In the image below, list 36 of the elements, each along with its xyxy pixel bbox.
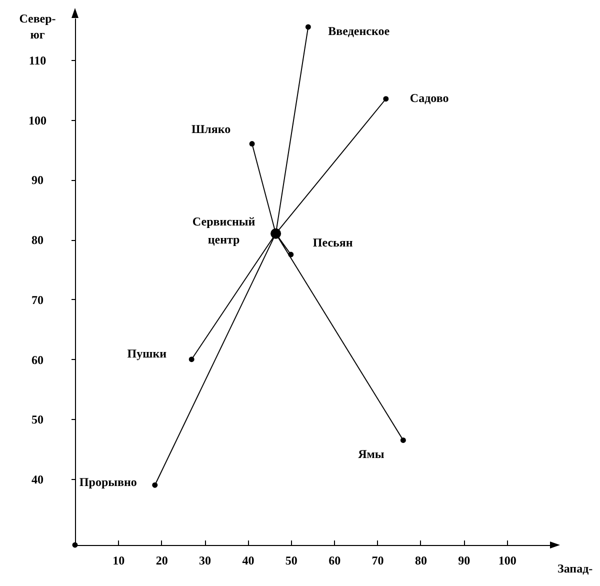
x-tick-label: 30 <box>199 554 212 568</box>
y-tick-label: 110 <box>28 53 46 68</box>
x-tick-label: 40 <box>242 554 254 568</box>
annotation: Введенское <box>328 24 390 38</box>
annotation: Прорывно <box>79 475 137 490</box>
point <box>288 252 294 258</box>
y-tick-label: 100 <box>28 113 46 128</box>
annotation: Пушки <box>127 346 167 360</box>
point <box>72 542 78 548</box>
x-tick-label: 70 <box>372 554 384 568</box>
y-axis-title: Север-юг <box>19 12 56 42</box>
y-tick-label: 80 <box>32 233 44 248</box>
y-tick-label: 90 <box>32 173 44 188</box>
annotation: Сервисный центр <box>192 214 256 247</box>
x-tick-label: 10 <box>112 554 125 568</box>
annotation: Песьян <box>312 236 353 250</box>
point <box>249 141 255 146</box>
point <box>383 96 389 102</box>
annotation: Садово <box>410 90 449 105</box>
y-tick-label: 70 <box>32 292 44 307</box>
annotation: Ямы <box>358 447 385 462</box>
x-tick-label: 20 <box>156 554 168 568</box>
point <box>188 356 194 362</box>
point <box>152 482 158 488</box>
y-tick-label: 60 <box>32 352 44 367</box>
x-axis-title: Запад- <box>558 562 593 576</box>
y-tick-label: 40 <box>32 472 44 487</box>
x-tick-label: 90 <box>458 554 470 568</box>
annotation: Шляко <box>191 122 231 136</box>
x-tick-label: 80 <box>414 554 427 568</box>
point <box>305 24 311 30</box>
x-tick-label: 60 <box>328 554 341 568</box>
point <box>400 437 406 443</box>
y-tick-label: 50 <box>32 412 44 427</box>
x-tick-label: 50 <box>285 554 298 568</box>
x-tick-label: 100 <box>498 554 516 568</box>
